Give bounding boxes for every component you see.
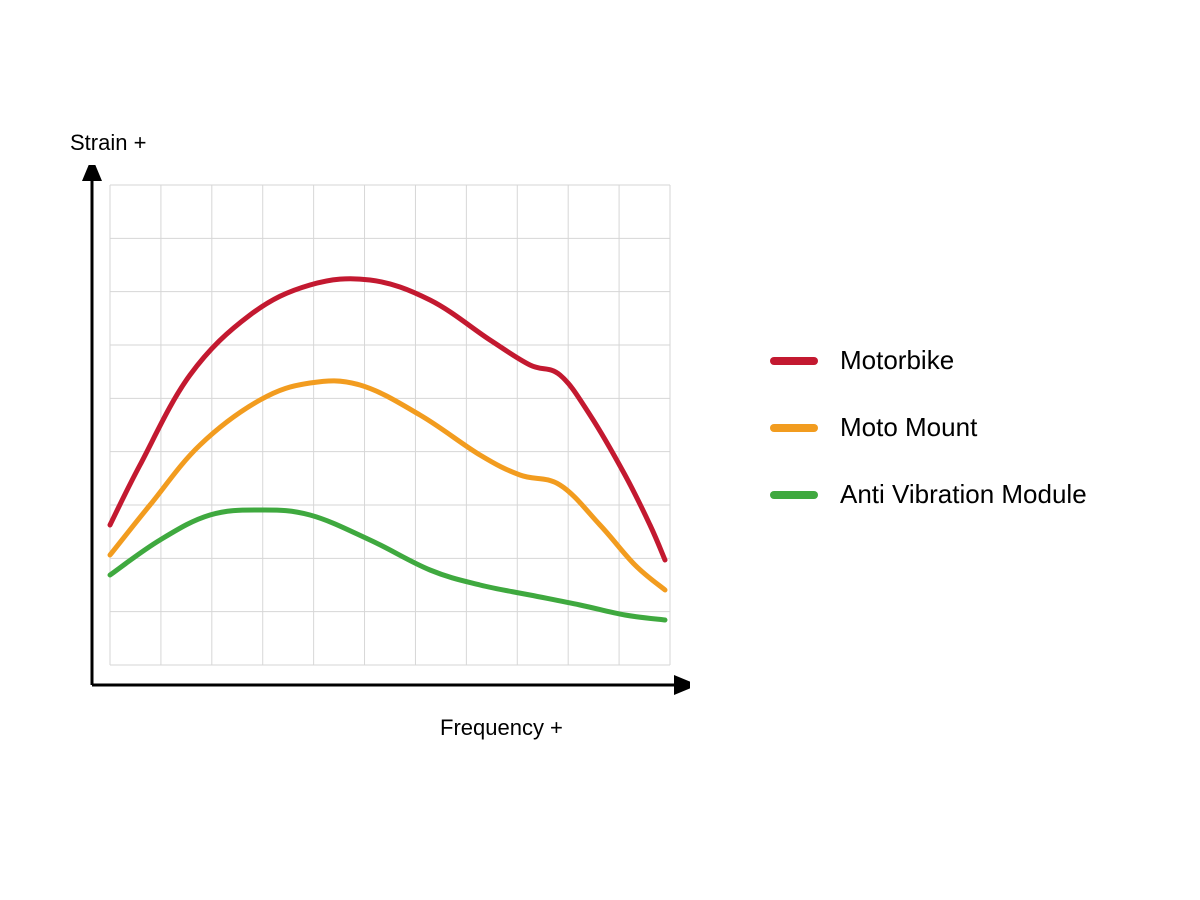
legend-item-motorbike: Motorbike — [770, 345, 1087, 376]
legend-swatch-moto-mount — [770, 424, 818, 432]
y-axis-label: Strain + — [70, 130, 146, 156]
series-line — [110, 279, 665, 560]
chart-legend: Motorbike Moto Mount Anti Vibration Modu… — [770, 345, 1087, 510]
legend-item-anti-vibration: Anti Vibration Module — [770, 479, 1087, 510]
legend-swatch-motorbike — [770, 357, 818, 365]
x-axis-label: Frequency + — [440, 715, 563, 741]
legend-item-moto-mount: Moto Mount — [770, 412, 1087, 443]
series-line — [110, 510, 665, 620]
legend-label-anti-vibration: Anti Vibration Module — [840, 479, 1087, 510]
chart-plot-area — [70, 165, 690, 725]
legend-swatch-anti-vibration — [770, 491, 818, 499]
chart-svg — [70, 165, 690, 725]
legend-label-motorbike: Motorbike — [840, 345, 954, 376]
legend-label-moto-mount: Moto Mount — [840, 412, 977, 443]
